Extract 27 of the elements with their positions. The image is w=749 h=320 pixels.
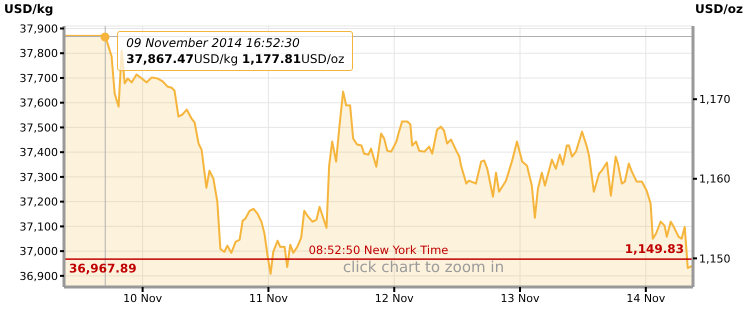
x-tick-label: 14 Nov bbox=[626, 292, 666, 305]
y2-tick-label: 1,150 bbox=[699, 252, 730, 266]
y2-tick-label: 1,160 bbox=[699, 172, 730, 186]
y-tick-label: 37,800 bbox=[20, 47, 58, 60]
x-tick-label: 13 Nov bbox=[500, 292, 540, 305]
y-tick-label: 37,200 bbox=[20, 196, 58, 209]
ref-line-label: 36,967.89 bbox=[69, 262, 137, 276]
annotation: click chart to zoom in bbox=[342, 258, 504, 276]
x-tick-label: 11 Nov bbox=[248, 292, 288, 305]
annotation: 08:52:50 New York Time bbox=[308, 243, 448, 258]
y2-tick-label: 1,170 bbox=[699, 93, 730, 106]
y-axis-title: USD/kg bbox=[4, 2, 54, 16]
y-tick-label: 37,600 bbox=[20, 96, 58, 110]
x-tick-label: 10 Nov bbox=[123, 292, 163, 305]
y-tick-label: 37,400 bbox=[20, 146, 58, 160]
y-tick-label: 37,900 bbox=[20, 22, 58, 36]
y2-axis-title: USD/oz bbox=[695, 2, 743, 16]
y-tick-label: 37,300 bbox=[20, 170, 58, 184]
y-tick-label: 37,500 bbox=[20, 121, 58, 134]
y-tick-label: 37,000 bbox=[20, 245, 58, 258]
y-tick-label: 36,900 bbox=[20, 270, 58, 283]
annotation: 1,149.83 bbox=[624, 242, 684, 256]
annotation: 37,867.47USD/kg 1,177.81USD/oz bbox=[126, 52, 344, 66]
annotation: 09 November 2014 16:52:30 bbox=[126, 34, 301, 51]
x-tick-label: 12 Nov bbox=[374, 292, 414, 305]
y-tick-label: 37,700 bbox=[20, 72, 58, 85]
y-tick-label: 37,100 bbox=[20, 220, 58, 234]
